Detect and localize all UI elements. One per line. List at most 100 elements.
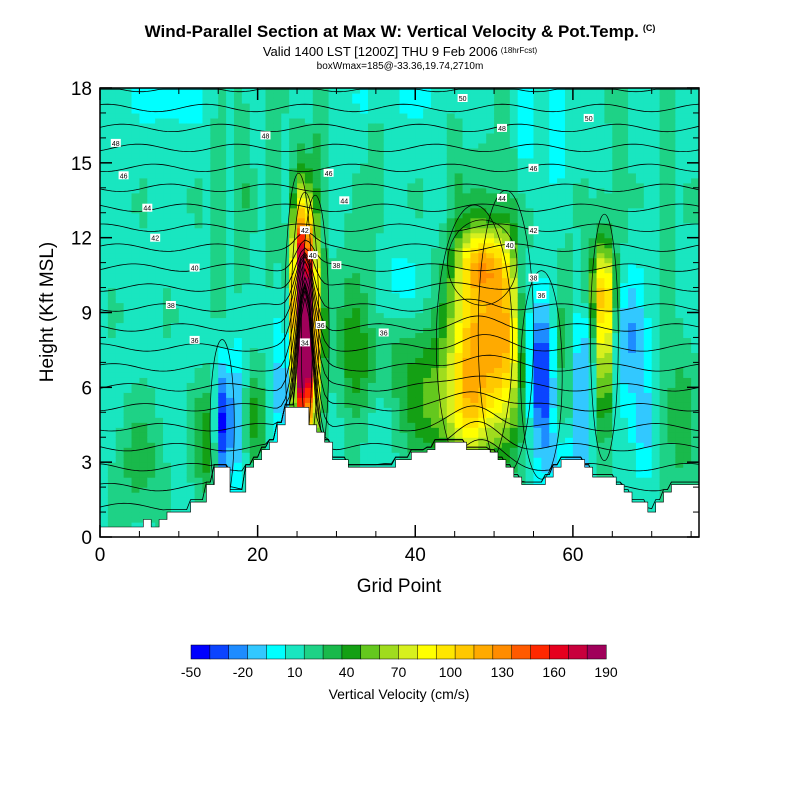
field-cell xyxy=(415,347,424,354)
field-cell xyxy=(494,437,503,443)
field-cell xyxy=(115,302,125,309)
field-cell xyxy=(328,107,338,114)
field-cell xyxy=(273,152,282,159)
field-cell xyxy=(407,97,416,104)
field-cell xyxy=(226,392,235,398)
field-cell xyxy=(470,222,479,229)
field-cell xyxy=(218,352,227,358)
field-cell xyxy=(423,227,432,234)
field-cell xyxy=(509,412,519,418)
field-cell xyxy=(509,462,519,468)
field-cell xyxy=(312,407,322,413)
field-cell xyxy=(123,342,133,349)
field-cell xyxy=(367,417,377,423)
field-cell xyxy=(383,132,393,139)
field-cell xyxy=(478,382,487,388)
field-cell xyxy=(107,457,117,463)
field-cell xyxy=(494,162,503,169)
field-cell xyxy=(383,372,393,378)
field-cell xyxy=(123,357,133,363)
field-cell xyxy=(241,292,251,299)
field-cell xyxy=(139,422,148,428)
field-cell xyxy=(367,162,377,169)
field-cell xyxy=(194,312,204,319)
field-cell xyxy=(257,287,267,294)
field-cell xyxy=(107,172,117,179)
field-cell xyxy=(218,437,227,443)
field-cell xyxy=(131,117,141,124)
field-cell xyxy=(226,237,235,244)
field-cell xyxy=(407,277,416,284)
field-cell xyxy=(470,112,479,119)
field-cell xyxy=(123,332,133,339)
field-cell xyxy=(163,392,172,398)
field-cell xyxy=(470,202,479,209)
field-cell xyxy=(391,162,401,169)
field-cell xyxy=(360,127,369,134)
field-cell xyxy=(273,177,282,184)
field-cell xyxy=(399,367,408,373)
field-cell xyxy=(265,177,274,184)
field-cell xyxy=(218,292,227,299)
field-cell xyxy=(399,232,408,239)
field-cell xyxy=(147,117,156,124)
field-cell xyxy=(115,407,125,413)
field-cell xyxy=(186,312,196,319)
field-cell xyxy=(100,227,109,234)
field-cell xyxy=(446,207,456,214)
field-cell xyxy=(123,277,133,284)
field-cell xyxy=(344,132,353,139)
field-cell xyxy=(257,167,267,174)
field-cell xyxy=(383,88,393,94)
field-cell xyxy=(123,292,133,299)
field-cell xyxy=(360,112,369,119)
field-cell xyxy=(163,102,172,109)
field-cell xyxy=(218,377,227,383)
field-cell xyxy=(226,382,235,388)
field-cell xyxy=(194,172,204,179)
field-cell xyxy=(155,137,164,144)
field-cell xyxy=(344,362,353,368)
field-cell xyxy=(533,357,542,363)
field-cell xyxy=(115,107,125,114)
field-cell xyxy=(115,452,125,458)
field-cell xyxy=(328,202,338,209)
field-cell xyxy=(517,442,527,448)
field-cell xyxy=(462,407,472,413)
field-cell xyxy=(257,147,267,154)
field-cell xyxy=(509,327,519,334)
field-cell xyxy=(352,362,361,368)
field-cell xyxy=(525,382,535,388)
field-cell xyxy=(438,412,448,418)
field-cell xyxy=(210,412,219,418)
field-cell xyxy=(115,222,125,229)
field-cell xyxy=(257,192,267,199)
field-cell xyxy=(273,417,282,423)
field-cell xyxy=(210,352,219,358)
field-cell xyxy=(391,447,401,453)
field-cell xyxy=(170,88,180,94)
field-cell xyxy=(336,302,345,309)
field-cell xyxy=(462,307,472,314)
field-cell xyxy=(241,147,251,154)
field-cell xyxy=(375,217,385,224)
field-cell xyxy=(438,217,448,224)
field-cell xyxy=(494,397,503,403)
field-cell xyxy=(367,212,377,219)
field-cell xyxy=(226,277,235,284)
field-cell xyxy=(454,347,464,354)
field-cell xyxy=(131,132,141,139)
field-cell xyxy=(202,312,211,319)
field-cell xyxy=(525,102,535,109)
field-cell xyxy=(178,267,188,274)
field-cell xyxy=(186,147,196,154)
field-cell xyxy=(194,197,204,204)
field-cell xyxy=(186,292,196,299)
field-cell xyxy=(186,397,196,403)
field-cell xyxy=(391,172,401,179)
field-cell xyxy=(289,377,298,383)
field-cell xyxy=(131,402,141,408)
field-cell xyxy=(131,332,141,339)
field-cell xyxy=(312,172,322,179)
field-cell xyxy=(210,252,219,259)
